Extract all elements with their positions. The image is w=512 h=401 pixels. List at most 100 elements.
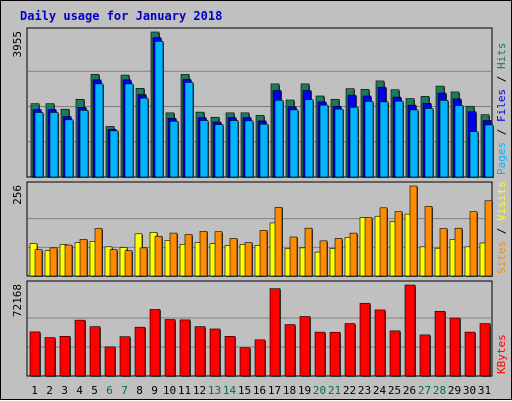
bar-kbytes-day-9 [149, 309, 161, 377]
bar-pages-day-2 [49, 112, 59, 178]
bar-sites-day-29 [454, 227, 463, 277]
bar-pages-day-8 [139, 97, 149, 178]
bar-pages-day-11 [184, 82, 194, 178]
bar-sites-day-17 [274, 207, 283, 277]
bar-pages-day-30 [469, 131, 479, 178]
x-tick-label-day-14: 14 [223, 384, 237, 397]
x-tick-label-day-2: 2 [46, 384, 53, 397]
bar-sites-day-30 [469, 211, 478, 277]
bar-pages-day-5 [94, 83, 104, 178]
bar-pages-day-14 [229, 120, 239, 178]
bar-kbytes-day-26 [404, 284, 416, 377]
bar-sites-day-25 [394, 211, 403, 277]
bar-pages-day-29 [454, 105, 464, 178]
panel-kbytes-ymax-label: 72168 [11, 284, 24, 317]
bar-pages-day-27 [424, 108, 434, 178]
x-tick-label-day-29: 29 [448, 384, 461, 397]
bar-pages-day-1 [34, 112, 44, 178]
panel-visitors-legend: Sites / Visits [495, 181, 508, 274]
bar-sites-day-20 [319, 240, 328, 277]
bar-kbytes-day-22 [344, 323, 356, 377]
bar-sites-day-13 [214, 231, 223, 277]
bar-pages-day-13 [214, 124, 224, 178]
x-tick-label-day-25: 25 [388, 384, 401, 397]
legend-item-sites: Sites [495, 241, 508, 274]
x-tick-label-day-28: 28 [433, 384, 446, 397]
x-tick-label-day-12: 12 [193, 384, 206, 397]
x-tick-label-day-16: 16 [253, 384, 266, 397]
x-tick-label-day-7: 7 [121, 384, 128, 397]
x-tick-label-day-11: 11 [178, 384, 191, 397]
bar-sites-day-27 [424, 206, 433, 277]
bar-pages-day-15 [244, 120, 254, 178]
bar-kbytes-day-21 [329, 331, 341, 377]
bar-kbytes-day-2 [44, 337, 56, 377]
bar-kbytes-day-6 [104, 346, 116, 377]
bar-sites-day-5 [94, 228, 103, 277]
bar-kbytes-day-24 [374, 309, 386, 377]
x-tick-label-day-17: 17 [268, 384, 281, 397]
panel-requests-ymax-label: 3955 [11, 31, 24, 58]
legend-item-kbytes: KBytes [495, 334, 508, 374]
bar-kbytes-day-16 [254, 339, 266, 377]
bar-pages-day-26 [409, 109, 419, 178]
bar-pages-day-31 [484, 124, 494, 178]
bar-sites-day-26 [409, 185, 418, 277]
x-tick-label-day-9: 9 [151, 384, 158, 397]
bar-kbytes-day-20 [314, 331, 326, 377]
bar-sites-day-14 [229, 238, 238, 277]
bar-kbytes-day-12 [194, 326, 206, 377]
x-tick-label-day-22: 22 [343, 384, 356, 397]
bar-pages-day-16 [259, 123, 269, 178]
bar-sites-day-7 [124, 250, 133, 277]
bar-sites-day-8 [139, 247, 148, 277]
bar-pages-day-17 [274, 100, 284, 178]
legend-item-visits: Visits [495, 181, 508, 221]
chart-title: Daily usage for January 2018 [20, 9, 222, 23]
bar-pages-day-28 [439, 100, 449, 178]
bar-sites-day-18 [289, 236, 298, 277]
x-tick-label-day-31: 31 [478, 384, 491, 397]
bar-sites-day-15 [244, 242, 253, 277]
x-tick-label-day-4: 4 [76, 384, 83, 397]
bar-sites-day-12 [199, 231, 208, 277]
bar-kbytes-day-25 [389, 330, 401, 377]
bar-sites-day-6 [109, 249, 118, 277]
legend-item-pages: Pages [495, 142, 508, 175]
bar-kbytes-day-18 [284, 324, 296, 377]
x-tick-label-day-18: 18 [283, 384, 296, 397]
bar-pages-day-3 [64, 119, 74, 178]
bar-kbytes-day-4 [74, 319, 86, 377]
bar-kbytes-day-27 [419, 334, 431, 377]
bar-kbytes-day-30 [464, 331, 476, 377]
bar-kbytes-day-8 [134, 326, 146, 377]
bar-pages-day-12 [199, 120, 209, 178]
legend-item-files: Files [495, 89, 508, 122]
x-tick-label-day-20: 20 [313, 384, 326, 397]
x-tick-label-day-24: 24 [373, 384, 387, 397]
bar-kbytes-day-1 [29, 331, 41, 377]
x-tick-label-day-23: 23 [358, 384, 371, 397]
bar-kbytes-day-11 [179, 319, 191, 377]
x-tick-label-day-19: 19 [298, 384, 311, 397]
x-tick-label-day-6: 6 [106, 384, 113, 397]
bar-pages-day-24 [379, 101, 389, 178]
panel-kbytes-legend: KBytes [495, 334, 508, 374]
bar-sites-day-24 [379, 207, 388, 277]
legend-separator: / [495, 69, 508, 89]
bar-pages-day-23 [364, 101, 374, 178]
bar-kbytes-day-23 [359, 303, 371, 377]
bar-pages-day-25 [394, 100, 404, 178]
bar-sites-day-1 [34, 249, 43, 277]
bar-kbytes-day-17 [269, 288, 281, 377]
bar-sites-day-4 [79, 239, 88, 277]
panel-visitors-ymax-label: 256 [11, 185, 24, 205]
bar-kbytes-day-13 [209, 328, 221, 377]
bar-sites-day-11 [184, 234, 193, 277]
bar-kbytes-day-10 [164, 319, 176, 377]
bar-sites-day-28 [439, 228, 448, 277]
bar-sites-day-23 [364, 217, 373, 277]
bar-sites-day-9 [154, 235, 163, 277]
x-tick-label-day-13: 13 [208, 384, 221, 397]
